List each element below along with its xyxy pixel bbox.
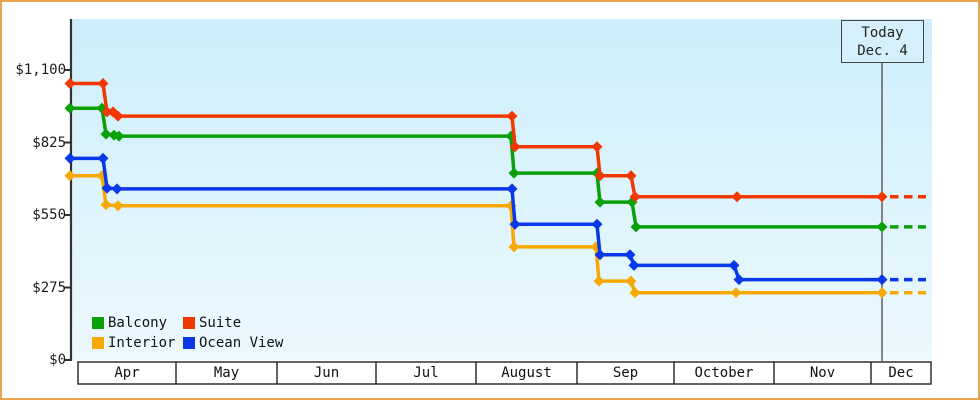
today-box-date: Dec. 4 <box>857 42 908 59</box>
legend-item-interior: Interior <box>92 334 175 352</box>
month-cell-nov: Nov <box>809 365 836 381</box>
month-cell-dec: Dec <box>888 365 914 381</box>
month-cell-jun: Jun <box>313 365 340 381</box>
y-axis-label: $275 <box>32 279 66 296</box>
y-axis-label: $825 <box>32 134 66 151</box>
month-cell-august: August <box>501 365 552 381</box>
legend-item-suite: Suite <box>183 314 241 332</box>
legend-label-suite: Suite <box>199 315 242 331</box>
ocean-view-color-swatch <box>183 337 195 349</box>
legend-label-balcony: Balcony <box>108 315 168 331</box>
y-axis-label: $550 <box>32 207 66 223</box>
suite-color-swatch <box>183 317 195 329</box>
interior-color-swatch <box>92 337 104 349</box>
month-cell-sep: Sep <box>612 365 639 381</box>
month-cell-october: October <box>694 365 754 381</box>
y-axis-label: $1,100 <box>15 62 66 78</box>
today-box-title: Today <box>861 24 904 41</box>
month-cell-may: May <box>213 365 240 381</box>
legend-label-interior: Interior <box>108 335 176 351</box>
legend-item-balcony: Balcony <box>92 314 167 332</box>
balcony-color-swatch <box>92 317 104 329</box>
legend-item-ocean-view: Ocean View <box>183 334 283 352</box>
today-marker-box: Today Dec. 4 <box>841 20 924 63</box>
month-cell-apr: Apr <box>114 365 140 381</box>
month-cell-jul: Jul <box>413 365 439 381</box>
y-axis-label: $0 <box>49 352 66 368</box>
legend-label-ocean-view: Ocean View <box>199 335 284 351</box>
